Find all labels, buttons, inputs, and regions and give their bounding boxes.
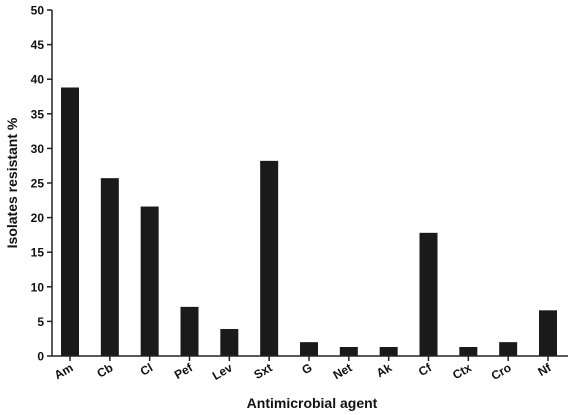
bar-nf bbox=[539, 310, 557, 356]
bar-sxt bbox=[260, 160, 279, 356]
x-tick-label: Cl bbox=[138, 360, 155, 378]
x-axis-title: Antimicrobial agent bbox=[247, 395, 378, 411]
x-tick-label: Ak bbox=[374, 360, 395, 380]
x-axis-ticks: Am Cb Cl Pef Lev Sxt G Net Ak Cf Ctx Cro Nf bbox=[52, 356, 555, 383]
bar-cf bbox=[419, 232, 438, 356]
bar-g bbox=[300, 342, 318, 356]
bar-am bbox=[61, 87, 79, 356]
y-tick-label: 5 bbox=[37, 315, 44, 329]
y-tick-label: 50 bbox=[31, 4, 45, 18]
bar-cl bbox=[140, 206, 159, 356]
y-tick-label: 40 bbox=[31, 73, 45, 87]
y-tick-label: 20 bbox=[31, 211, 45, 225]
x-tick-label: Pef bbox=[172, 360, 196, 382]
y-axis-ticks: 0 5 10 15 20 25 30 35 40 45 50 bbox=[31, 4, 52, 364]
bar-cro bbox=[499, 342, 518, 356]
x-tick-label: Ctx bbox=[450, 360, 474, 382]
x-tick-label: Net bbox=[331, 360, 355, 382]
y-axis-title: Isolates resistant % bbox=[4, 117, 20, 248]
y-tick-label: 35 bbox=[31, 107, 45, 121]
x-tick-label: Am bbox=[52, 360, 76, 382]
x-tick-label: Nf bbox=[536, 360, 555, 379]
bar-pef bbox=[180, 306, 199, 356]
x-tick-label: G bbox=[299, 360, 314, 377]
y-tick-label: 0 bbox=[37, 350, 44, 364]
y-tick-label: 25 bbox=[31, 177, 45, 191]
bar-net bbox=[339, 347, 358, 356]
bars-group bbox=[61, 87, 557, 356]
x-tick-label: Sxt bbox=[251, 360, 274, 381]
y-tick-label: 30 bbox=[31, 142, 45, 156]
y-tick-label: 15 bbox=[31, 246, 45, 260]
bar-ctx bbox=[459, 347, 478, 356]
x-tick-label: Cf bbox=[416, 360, 435, 379]
bar-ak bbox=[379, 347, 398, 356]
x-tick-label: Lev bbox=[210, 360, 235, 383]
y-tick-label: 45 bbox=[31, 38, 45, 52]
bar-lev bbox=[220, 329, 239, 356]
bar-cb bbox=[100, 178, 119, 356]
y-tick-label: 10 bbox=[31, 280, 45, 294]
x-tick-label: Cro bbox=[489, 360, 514, 382]
x-tick-label: Cb bbox=[94, 360, 115, 380]
